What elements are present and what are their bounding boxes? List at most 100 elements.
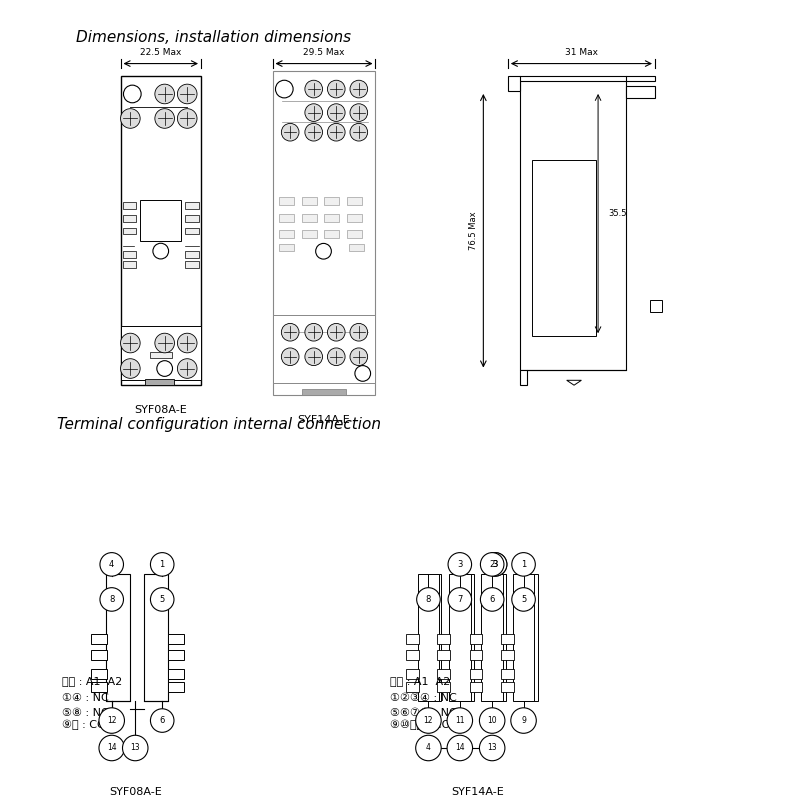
- Circle shape: [512, 553, 535, 576]
- Bar: [122, 215, 136, 222]
- Circle shape: [327, 80, 345, 98]
- Bar: [273, 71, 375, 395]
- Bar: [91, 670, 107, 679]
- Circle shape: [481, 553, 504, 576]
- Bar: [470, 682, 482, 692]
- Bar: [347, 230, 362, 238]
- Circle shape: [416, 735, 441, 761]
- Circle shape: [511, 708, 536, 734]
- Bar: [349, 244, 364, 251]
- Bar: [438, 682, 450, 692]
- Bar: [470, 650, 482, 660]
- Circle shape: [305, 123, 322, 141]
- Circle shape: [417, 588, 440, 611]
- Bar: [279, 214, 294, 222]
- Bar: [508, 76, 520, 91]
- Bar: [122, 227, 136, 234]
- Text: SYF14A-E: SYF14A-E: [298, 414, 350, 425]
- Text: ⑭⑬ : A1  A2: ⑭⑬ : A1 A2: [62, 676, 122, 686]
- Circle shape: [483, 553, 507, 576]
- Bar: [501, 682, 514, 692]
- Bar: [438, 634, 450, 644]
- Text: 76.5 Max: 76.5 Max: [469, 211, 478, 250]
- Circle shape: [483, 553, 507, 576]
- Bar: [186, 202, 199, 209]
- Circle shape: [416, 708, 441, 734]
- Text: 1: 1: [159, 560, 165, 569]
- Circle shape: [327, 123, 345, 141]
- Circle shape: [305, 80, 322, 98]
- Bar: [484, 574, 506, 702]
- Text: 1: 1: [521, 560, 526, 569]
- Circle shape: [282, 348, 299, 366]
- Bar: [122, 261, 136, 268]
- Circle shape: [479, 735, 505, 761]
- Circle shape: [100, 553, 123, 576]
- Circle shape: [178, 84, 197, 104]
- Text: 3: 3: [457, 560, 462, 569]
- Bar: [418, 574, 439, 702]
- Text: ⑤⑥⑦⑧ : NO: ⑤⑥⑦⑧ : NO: [390, 708, 458, 718]
- Circle shape: [153, 243, 169, 259]
- Bar: [302, 230, 317, 238]
- Text: ⑤⑧ : NO: ⑤⑧ : NO: [62, 708, 110, 718]
- Text: 10: 10: [487, 716, 497, 725]
- Circle shape: [155, 334, 174, 353]
- Bar: [186, 251, 199, 258]
- Bar: [347, 198, 362, 205]
- Bar: [420, 574, 441, 702]
- Bar: [520, 370, 527, 385]
- Text: 31 Max: 31 Max: [565, 48, 598, 57]
- Text: 3: 3: [493, 560, 498, 569]
- Circle shape: [350, 104, 368, 122]
- Circle shape: [275, 80, 293, 98]
- Text: 8: 8: [109, 595, 114, 604]
- Polygon shape: [566, 380, 582, 385]
- Circle shape: [305, 348, 322, 366]
- Circle shape: [150, 709, 174, 732]
- Text: 9: 9: [521, 716, 526, 725]
- Circle shape: [350, 123, 368, 141]
- Bar: [470, 634, 482, 644]
- Circle shape: [155, 109, 174, 128]
- Bar: [501, 650, 514, 660]
- Text: 3: 3: [493, 560, 498, 569]
- Text: 35.5: 35.5: [608, 209, 626, 218]
- Text: 13: 13: [130, 743, 140, 753]
- Circle shape: [447, 735, 473, 761]
- Text: ⑨⑩⑪⑫ : COM: ⑨⑩⑪⑫ : COM: [390, 720, 460, 730]
- Bar: [438, 650, 450, 660]
- Bar: [438, 670, 450, 679]
- Bar: [406, 634, 418, 644]
- Text: ①②③④ : NC: ①②③④ : NC: [390, 693, 457, 703]
- Text: 12: 12: [424, 716, 433, 725]
- Text: 5: 5: [521, 595, 526, 604]
- Bar: [150, 352, 171, 358]
- Text: 14: 14: [455, 743, 465, 753]
- Text: 6: 6: [490, 595, 495, 604]
- Circle shape: [481, 588, 504, 611]
- Bar: [626, 76, 655, 82]
- Text: 13: 13: [487, 743, 497, 753]
- Bar: [406, 670, 418, 679]
- Text: ①④ : NC: ①④ : NC: [62, 693, 109, 703]
- Bar: [449, 574, 470, 702]
- Circle shape: [447, 708, 473, 734]
- Text: 29.5 Max: 29.5 Max: [303, 48, 345, 57]
- Circle shape: [100, 588, 123, 611]
- Bar: [91, 682, 107, 692]
- Text: SYF08A-E: SYF08A-E: [109, 787, 162, 798]
- Text: 7: 7: [457, 595, 462, 604]
- Circle shape: [448, 553, 471, 576]
- Text: 8: 8: [426, 595, 431, 604]
- Circle shape: [350, 80, 368, 98]
- Circle shape: [305, 323, 322, 341]
- Bar: [186, 215, 199, 222]
- Bar: [121, 76, 201, 385]
- Bar: [186, 227, 199, 234]
- Bar: [406, 682, 418, 692]
- Circle shape: [178, 334, 197, 353]
- Circle shape: [355, 366, 370, 382]
- Bar: [517, 574, 538, 702]
- Bar: [106, 574, 130, 702]
